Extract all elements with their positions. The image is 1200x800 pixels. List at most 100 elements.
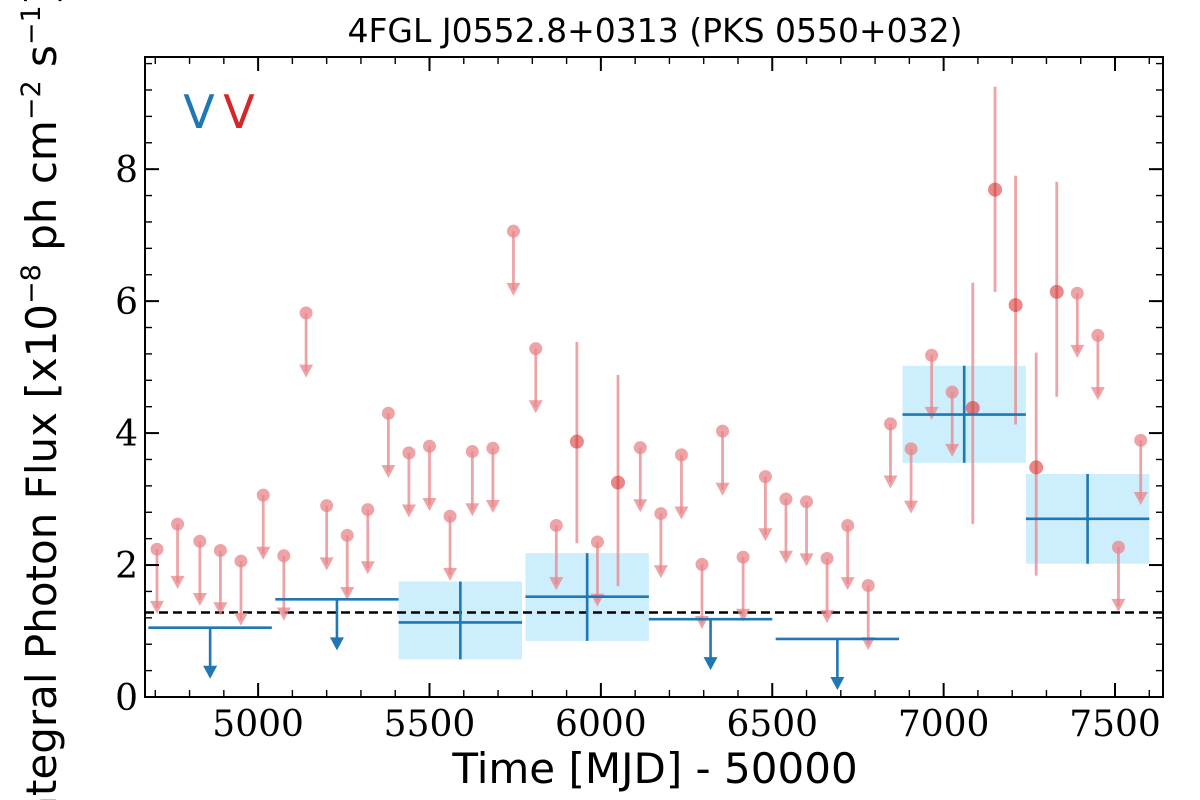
data-point: [841, 518, 855, 532]
upper-limit-arrow: [213, 602, 228, 616]
upper-limit-arrow: [170, 575, 185, 589]
y-tick-label: 2: [115, 546, 138, 587]
data-point: [234, 554, 248, 568]
x-tick-label: 5500: [384, 704, 476, 745]
axes: 5000 5500 6000 6500 7000 7500 0 2 4 6 8: [115, 56, 1164, 745]
upper-limit-arrow: [830, 676, 845, 690]
upper-limit-arrow: [401, 504, 416, 518]
upper-limit-arrow: [633, 499, 648, 513]
y-axis-label-exp1: −8: [16, 264, 47, 304]
data-point: [904, 442, 918, 456]
upper-limit-arrow: [485, 499, 500, 513]
upper-limit-arrow: [443, 567, 458, 581]
upper-limit-arrow: [1070, 344, 1085, 358]
data-point: [716, 424, 730, 438]
data-point: [443, 509, 457, 523]
upper-limit-arrow: [299, 364, 314, 378]
upper-limit-arrow: [256, 546, 271, 560]
y-tick-label: 0: [115, 678, 138, 719]
data-point: [422, 439, 436, 453]
data-point: [402, 446, 416, 460]
x-tick-label: 7000: [898, 704, 990, 745]
data-point: [611, 475, 626, 490]
data-point: [465, 445, 479, 459]
data-point: [884, 417, 898, 431]
upper-limit-arrow: [233, 612, 248, 626]
data-point: [1111, 540, 1125, 554]
upper-limit-arrow: [715, 482, 730, 496]
upper-limit-arrow: [422, 497, 437, 511]
y-axis-label-exp3: −1: [16, 5, 47, 45]
legend-label-red: V: [223, 85, 255, 139]
x-tick-label: 6500: [726, 704, 818, 745]
upper-limit-arrow: [883, 475, 898, 489]
data-point: [800, 495, 814, 509]
y-axis-label-mid: ph cm: [17, 120, 66, 264]
chart-title: 4FGL J0552.8+0313 (PKS 0550+032): [347, 11, 962, 50]
x-tick-label: 6000: [555, 704, 647, 745]
upper-limit-arrow: [861, 637, 876, 651]
y-axis-label-end: ]: [17, 0, 66, 5]
data-point: [150, 542, 164, 556]
data-point: [506, 224, 520, 238]
upper-limit-arrow: [360, 561, 375, 575]
upper-limit-arrow: [840, 577, 855, 591]
upper-limit-arrow: [528, 400, 543, 414]
data-point: [1070, 286, 1084, 300]
data-point: [758, 470, 772, 484]
upper-limit-arrow: [1090, 387, 1105, 401]
data-point: [569, 434, 584, 449]
data-point: [945, 385, 959, 399]
data-point: [361, 503, 375, 517]
plot-content: [145, 86, 1163, 690]
data-point: [736, 550, 750, 564]
y-axis-label-main: Integral Photon Flux [x10: [17, 304, 66, 800]
upper-limit-arrow: [653, 565, 668, 579]
data-point: [256, 488, 270, 502]
data-point: [1134, 433, 1148, 447]
data-point: [486, 441, 500, 455]
data-point: [779, 492, 793, 506]
y-tick-label: 6: [115, 282, 138, 323]
y-axis-label-exp2: −2: [16, 80, 47, 120]
upper-limit-arrow: [1133, 492, 1148, 506]
upper-limit-arrow: [276, 607, 291, 621]
upper-limit-arrow: [149, 600, 164, 614]
upper-limit-arrow: [329, 637, 344, 651]
x-axis-label: Time [MJD] - 50000: [451, 744, 857, 793]
legend-label-blue: V: [183, 85, 215, 139]
data-point: [590, 535, 604, 549]
data-point: [1008, 298, 1023, 313]
upper-limit-arrow: [1111, 598, 1126, 612]
data-point: [171, 517, 185, 531]
x-tick-label: 5000: [212, 704, 304, 745]
data-point: [925, 348, 939, 362]
upper-limit-arrow: [192, 592, 207, 606]
data-point: [549, 518, 563, 532]
data-point: [988, 182, 1003, 197]
upper-limit-arrow: [674, 506, 689, 520]
data-point: [820, 551, 834, 565]
data-point: [340, 528, 354, 542]
upper-limit-arrow: [736, 608, 751, 622]
data-point: [299, 306, 313, 320]
data-point: [861, 578, 875, 592]
upper-limit-arrow: [203, 665, 218, 679]
y-tick-label: 4: [115, 414, 138, 455]
upper-limit-arrow: [381, 464, 396, 478]
upper-limit-arrow: [758, 528, 773, 542]
data-point: [193, 534, 207, 548]
data-point: [1091, 328, 1105, 342]
data-point: [965, 401, 980, 416]
data-point: [633, 441, 647, 455]
x-tick-label: 7500: [1069, 704, 1161, 745]
upper-limit-arrow: [945, 443, 960, 457]
upper-limit-arrow: [820, 610, 835, 624]
upper-limit-arrow: [340, 587, 355, 601]
data-point: [213, 544, 227, 558]
upper-limit-arrow: [549, 577, 564, 591]
upper-limit-arrow: [904, 500, 919, 514]
y-axis-label: Integral Photon Flux [x10−8 ph cm−2 s−1]: [16, 0, 66, 800]
plot-frame: [144, 56, 1164, 698]
y-tick-label: 8: [115, 150, 138, 191]
